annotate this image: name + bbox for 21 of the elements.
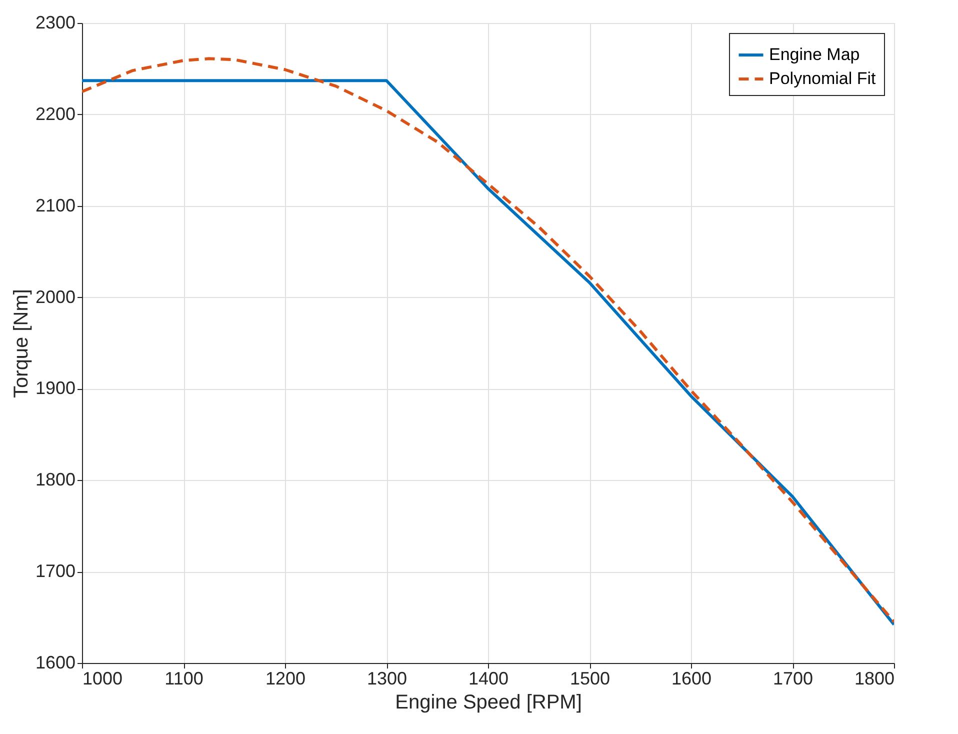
y-tick-label: 1600 xyxy=(35,652,76,672)
x-axis-title: Engine Speed [RPM] xyxy=(395,692,582,714)
x-tick-label: 1400 xyxy=(468,668,509,688)
y-axis-title: Torque [Nm] xyxy=(10,289,32,398)
y-tick-label: 2100 xyxy=(35,195,76,216)
x-tick-label: 1700 xyxy=(772,668,814,688)
legend-label: Engine Map xyxy=(769,45,860,64)
y-tick-label: 2200 xyxy=(35,104,76,124)
x-tick-label: 1300 xyxy=(366,668,408,688)
x-tick-label: 1600 xyxy=(671,668,712,688)
x-tick-label: 1800 xyxy=(854,668,894,688)
y-tick-label: 2000 xyxy=(35,286,76,307)
y-tick-label: 2300 xyxy=(35,12,76,32)
x-tick-label: 1000 xyxy=(82,668,123,688)
y-tick-label: 1700 xyxy=(35,561,76,582)
x-tick-label: 1200 xyxy=(265,668,306,688)
y-tick-label: 1900 xyxy=(35,378,76,398)
x-tick-label: 1100 xyxy=(164,668,204,688)
x-tick-label: 1500 xyxy=(570,668,610,688)
legend-label: Polynomial Fit xyxy=(769,69,876,88)
y-tick-label: 1800 xyxy=(35,470,76,490)
